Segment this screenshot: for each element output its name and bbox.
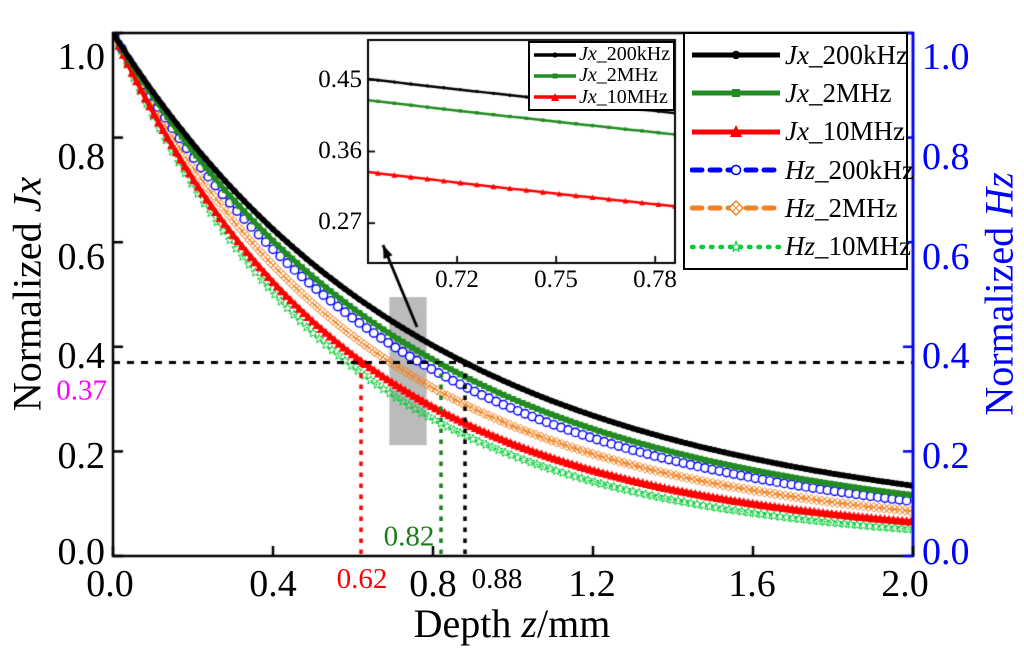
y-right-tick-label: 0.8 xyxy=(922,136,970,178)
legend-item-hz-200khz: Hz_200kHz xyxy=(690,152,914,188)
annotation-0.62: 0.62 xyxy=(336,563,388,595)
y-right-tick-label: 0.2 xyxy=(922,435,970,477)
inset-legend-marker-jx-2mhz-icon xyxy=(534,73,576,79)
legend-label: Jx_2MHz xyxy=(785,77,892,108)
inset-legend-item-jx-2mhz: Jx_2MHz xyxy=(533,64,673,87)
inset-x-tick-label: 0.72 xyxy=(435,266,479,293)
legend-marker-jx-200khz-icon xyxy=(692,50,780,60)
y-left-tick-label: 0.2 xyxy=(57,435,106,477)
legend-marker-hz-200khz-icon xyxy=(690,164,782,176)
y-right-tick-label: 0.0 xyxy=(922,531,970,573)
legend-item-jx-2mhz: Jx_2MHz xyxy=(690,75,906,111)
y-right-tick-label: 0.4 xyxy=(922,335,970,377)
legend-marker-hz-2mhz-icon xyxy=(690,200,782,217)
y-left-tick-label: 0.8 xyxy=(57,136,106,178)
x-axis-title: Depth z/mm xyxy=(413,601,611,646)
inset-y-tick-label: 0.45 xyxy=(318,66,362,93)
legend-marker-jx-2mhz-icon xyxy=(692,89,780,98)
annotation-0.88: 0.88 xyxy=(471,563,523,595)
legend-item-jx-10mhz: Jx_10MHz xyxy=(690,114,906,150)
inset-legend-label: Jx_10MHz xyxy=(579,85,668,108)
inset-legend-marker-jx-200khz-icon xyxy=(534,52,576,58)
y-left-tick-label: 0.0 xyxy=(57,531,106,573)
y-left-tick-label: 1.0 xyxy=(57,36,106,78)
inset-x-tick-label: 0.78 xyxy=(633,266,677,293)
y-left-tick-label: 0.6 xyxy=(57,236,106,278)
y-left-tick-label: 0.4 xyxy=(57,335,106,377)
legend-label: Hz_2MHz xyxy=(785,192,898,223)
inset-legend-label: Jx_2MHz xyxy=(579,64,658,87)
x-tick-label: 0.8 xyxy=(409,563,457,605)
inset-x-tick-label: 0.75 xyxy=(534,266,578,293)
inset-legend-label: Jx_200kHz xyxy=(579,43,671,66)
inset-y-tick-label: 0.36 xyxy=(318,137,362,164)
legend: Jx_200kHz Jx_2MHz Jx_10MHz Hz_200kHz xyxy=(683,32,914,270)
legend-item-hz-2mhz: Hz_2MHz xyxy=(690,190,906,226)
legend-item-jx-200khz: Jx_200kHz xyxy=(690,37,908,73)
x-tick-label: 1.2 xyxy=(568,563,616,605)
x-tick-label: 1.6 xyxy=(728,563,776,605)
y-right-tick-label: 0.6 xyxy=(922,236,970,278)
y-left-axis-title: Normalized Jx xyxy=(4,176,50,412)
inset-legend: Jx_200kHz Jx_2MHz Jx_10MHz xyxy=(528,41,675,111)
legend-label: Jx_10MHz xyxy=(785,116,905,147)
legend-label: Hz_200kHz xyxy=(785,154,914,185)
annotation-0.82: 0.82 xyxy=(383,520,435,553)
inset-legend-marker-jx-10mhz-icon xyxy=(534,93,576,102)
annotation-0.37: 0.37 xyxy=(56,374,107,407)
legend-marker-hz-10mhz-icon xyxy=(690,239,782,253)
x-tick-label: 0.4 xyxy=(249,563,297,605)
legend-label: Jx_200kHz xyxy=(785,39,908,70)
legend-item-hz-10mhz: Hz_10MHz xyxy=(690,229,911,265)
x-tick-label: 2.0 xyxy=(881,563,929,605)
inset-legend-item-jx-200khz: Jx_200kHz xyxy=(533,43,673,66)
y-right-axis-title: Normalized Hz xyxy=(976,172,1022,416)
y-right-tick-label: 1.0 xyxy=(922,36,970,78)
legend-marker-jx-10mhz-icon xyxy=(692,124,780,137)
legend-label: Hz_10MHz xyxy=(785,231,912,262)
inset-legend-item-jx-10mhz: Jx_10MHz xyxy=(533,85,673,108)
inset-y-tick-label: 0.27 xyxy=(318,208,362,235)
x-tick-label: 0.0 xyxy=(86,563,134,605)
